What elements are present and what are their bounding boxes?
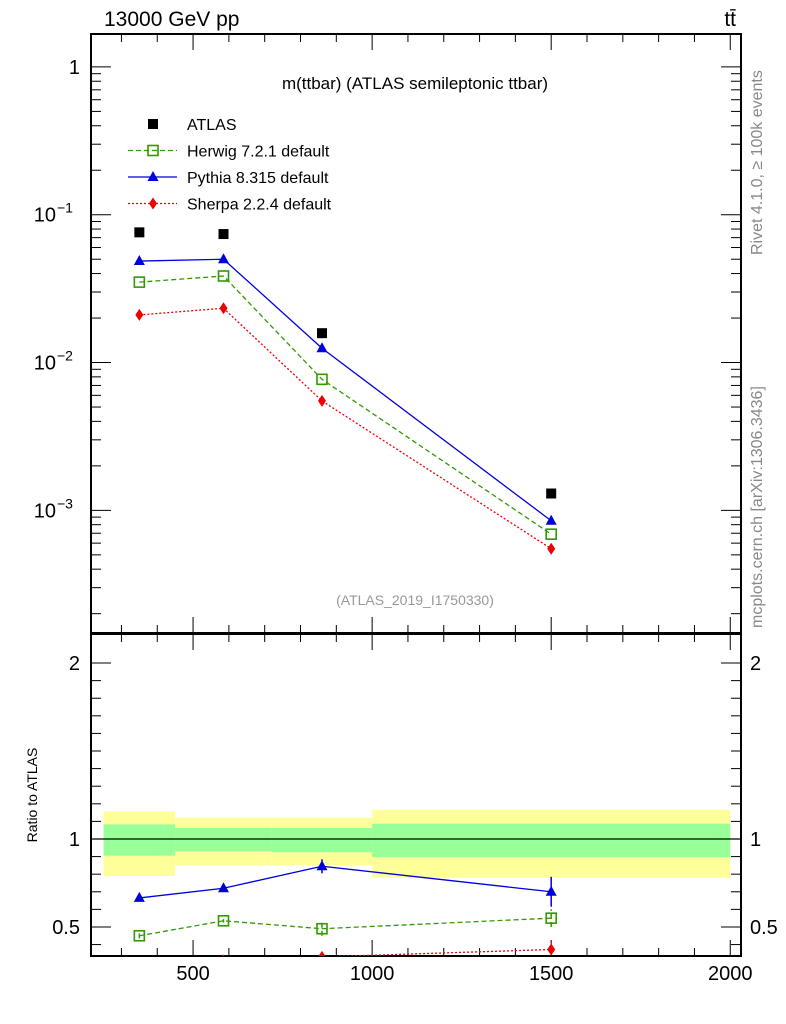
data-point xyxy=(547,943,556,956)
y-tick-label: 1 xyxy=(69,57,80,79)
energy-label: 13000 GeV pp xyxy=(104,8,239,31)
band-inner xyxy=(372,823,731,858)
y-tick-exponent: −1 xyxy=(57,200,73,216)
data-point xyxy=(217,915,230,927)
data-point xyxy=(316,328,327,339)
data-point xyxy=(133,276,146,288)
y-tick-exponent: −3 xyxy=(57,495,73,511)
data-point xyxy=(317,394,326,407)
series-line xyxy=(139,258,552,522)
ratio-series-pythia xyxy=(133,859,557,907)
series-line xyxy=(329,948,552,956)
series-atlas xyxy=(134,227,557,499)
legend-label: Pythia 8.315 default xyxy=(187,170,329,187)
data-point xyxy=(545,514,557,525)
legend-marker xyxy=(147,171,159,181)
series-pythia xyxy=(133,253,557,525)
legend: ATLAS Herwig 7.2.1 default Pythia 8.315 de… xyxy=(128,117,332,214)
data-point xyxy=(547,542,556,555)
data-point xyxy=(222,954,225,956)
rivet-version-label: Rivet 4.1.0, ≥ 100k events xyxy=(749,70,766,255)
data-point xyxy=(134,227,145,238)
y-tick-exponent: −2 xyxy=(57,348,73,364)
series-line xyxy=(139,275,552,535)
legend-marker xyxy=(148,119,158,129)
data-point xyxy=(316,373,328,386)
data-point xyxy=(546,488,557,499)
data-point xyxy=(218,253,230,264)
x-tick-label: 2000 xyxy=(708,963,753,985)
y-tick-label: 1 xyxy=(69,829,80,851)
data-point xyxy=(318,950,326,956)
data-point xyxy=(545,528,557,540)
data-point xyxy=(545,885,557,896)
data-point xyxy=(218,229,229,240)
data-point xyxy=(218,882,230,893)
series-line xyxy=(139,865,552,899)
legend-marker xyxy=(147,144,159,157)
ratio-series-herwig xyxy=(133,909,557,942)
legend-marker xyxy=(149,197,157,210)
data-point xyxy=(133,929,146,942)
y-tick-label: 10 xyxy=(34,500,56,522)
ratio-frame xyxy=(90,633,742,957)
series-sherpa xyxy=(135,302,556,555)
series-line xyxy=(139,307,552,550)
x-tick-label: 1500 xyxy=(529,963,574,985)
ratio-panel: 0.5 0.5 1 1 2 2 500 1000 1500 2000 xyxy=(52,633,778,985)
process-label: tt̄ xyxy=(724,8,736,31)
y-tick-label: 10 xyxy=(34,205,56,227)
legend-entry: ATLAS xyxy=(148,117,237,134)
series-herwig xyxy=(133,270,557,540)
x-tick-label: 500 xyxy=(176,963,209,985)
data-point xyxy=(135,960,143,972)
mcplots-label: mcplots.cern.ch [arXiv:1306.3436] xyxy=(749,386,766,628)
y-tick-label: 0.5 xyxy=(52,917,80,939)
y-tick-label: 2 xyxy=(69,653,80,675)
plot-title: m(ttbar) (ATLAS semileptonic ttbar) xyxy=(282,74,548,93)
legend-label: Sherpa 2.2.4 default xyxy=(187,197,332,214)
y-tick-label-right: 1 xyxy=(750,829,761,851)
x-tick-label: 1000 xyxy=(350,963,395,985)
data-point xyxy=(133,255,145,266)
band-inner xyxy=(175,828,272,852)
legend-entry: Pythia 8.315 default xyxy=(128,170,329,187)
data-point xyxy=(219,302,228,315)
y-tick-label: 10 xyxy=(34,353,56,375)
data-point xyxy=(545,912,557,924)
data-point xyxy=(316,922,328,935)
y-tick-label-right: 0.5 xyxy=(750,917,778,939)
analysis-id: (ATLAS_2019_I1750330) xyxy=(336,592,494,608)
data-point xyxy=(217,270,230,282)
main-panel: 110−110−210−3 xyxy=(34,33,742,634)
ratio-ylabel: Ratio to ATLAS xyxy=(24,748,40,843)
data-point xyxy=(135,308,144,321)
legend-label: ATLAS xyxy=(187,117,237,134)
data-point xyxy=(316,342,328,353)
band-inner xyxy=(271,828,373,853)
legend-label: Herwig 7.2.1 default xyxy=(187,144,330,161)
y-tick-label-right: 2 xyxy=(750,653,761,675)
ratio-series-sherpa xyxy=(135,940,556,972)
legend-entry: Herwig 7.2.1 default xyxy=(128,144,330,161)
data-point xyxy=(316,860,328,871)
band-inner xyxy=(103,824,176,856)
legend-entry: Sherpa 2.2.4 default xyxy=(128,197,332,214)
data-point xyxy=(133,891,145,902)
series-line xyxy=(139,917,552,937)
